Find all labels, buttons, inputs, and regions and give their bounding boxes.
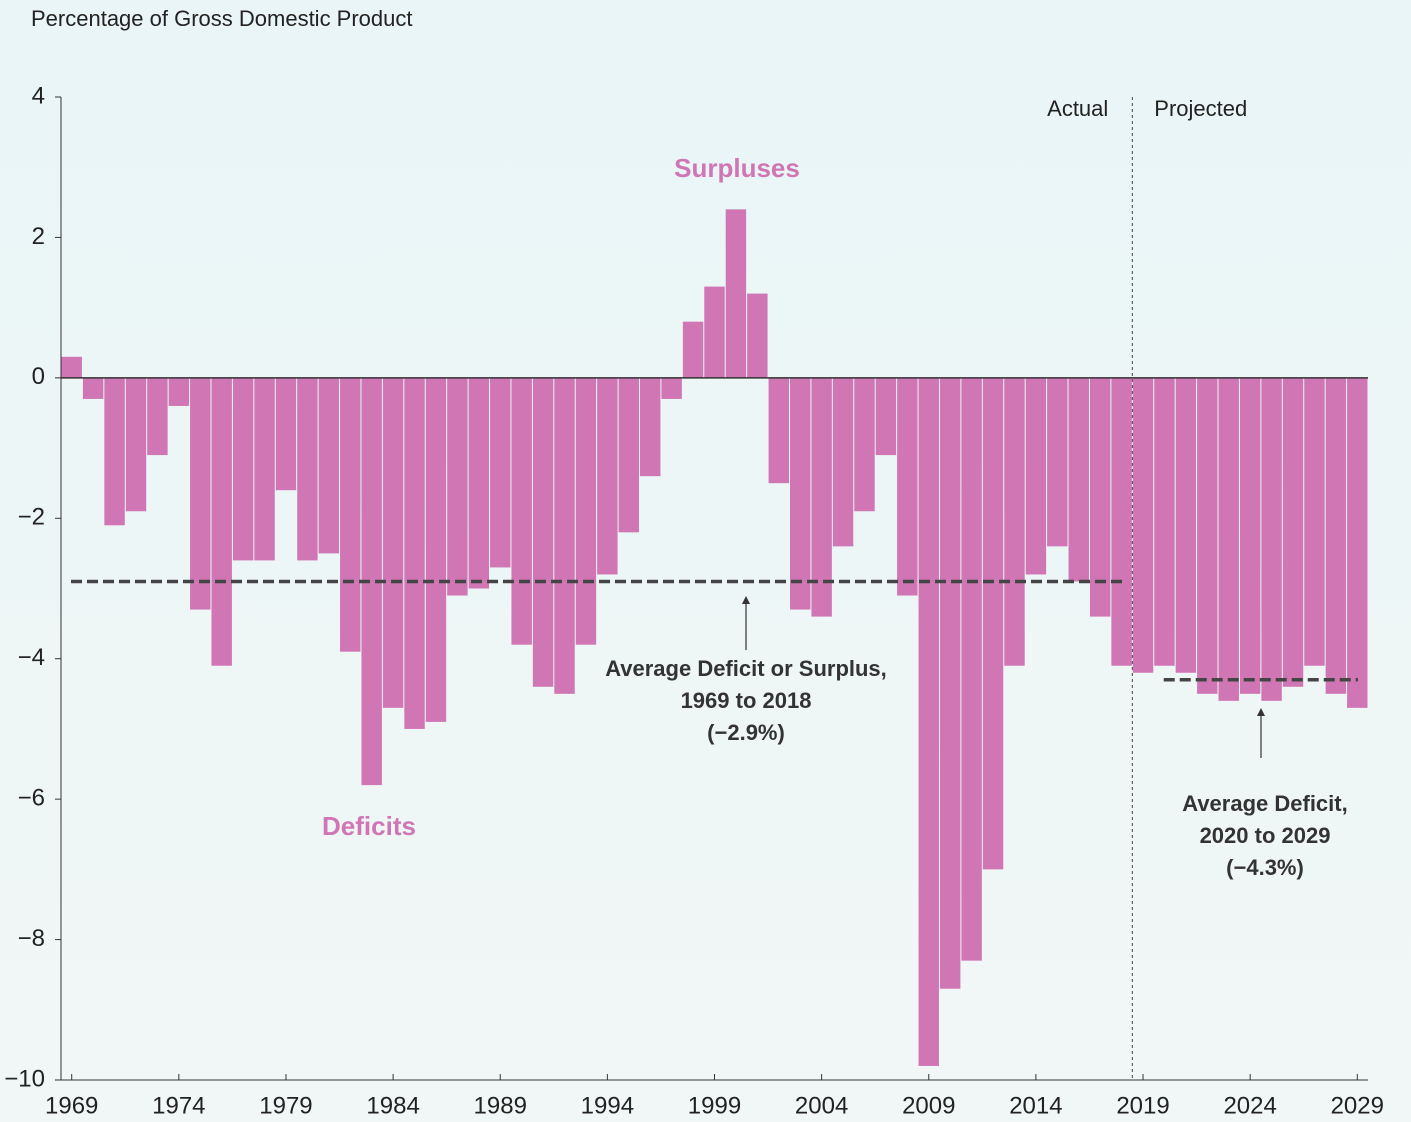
x-tick-label: 2014 <box>1009 1092 1062 1119</box>
average-label: Average Deficit or Surplus, <box>605 656 887 681</box>
arrow-head <box>1257 708 1265 716</box>
x-tick-label: 1989 <box>474 1092 527 1119</box>
bar <box>382 377 404 708</box>
y-tick-label: −6 <box>18 784 45 811</box>
x-tick-label: 2004 <box>795 1092 848 1119</box>
bar <box>1218 377 1239 701</box>
bar <box>232 377 254 561</box>
bar <box>1175 377 1197 673</box>
y-tick-label: 0 <box>32 363 45 390</box>
x-tick-label: 2019 <box>1116 1092 1169 1119</box>
bar <box>1089 377 1111 617</box>
x-tick-label: 1969 <box>45 1092 98 1119</box>
bar <box>575 377 597 645</box>
x-tick-label: 2009 <box>902 1092 955 1119</box>
bar <box>918 377 939 1066</box>
y-axis-label: Percentage of Gross Domestic Product <box>31 6 413 31</box>
bar <box>1304 377 1325 666</box>
bar <box>340 377 361 652</box>
y-tick-label: −4 <box>18 644 45 671</box>
x-tick-label: 1979 <box>259 1092 312 1119</box>
bar <box>1261 377 1282 701</box>
bar <box>661 377 682 399</box>
bar <box>275 377 297 491</box>
period-label: Projected <box>1154 96 1247 121</box>
bar <box>1004 377 1025 666</box>
bar <box>447 377 468 596</box>
bar <box>618 377 640 533</box>
y-tick-label: 4 <box>32 82 45 109</box>
bar <box>704 286 725 378</box>
bar <box>468 377 490 589</box>
bar <box>1197 377 1218 694</box>
bar <box>640 377 661 477</box>
bar <box>1132 377 1154 673</box>
y-tick-label: −8 <box>18 925 45 952</box>
bar <box>190 377 211 610</box>
bar <box>832 377 854 547</box>
bar <box>1025 377 1047 575</box>
bar <box>425 377 447 722</box>
bar <box>511 377 532 645</box>
bar <box>1047 377 1068 547</box>
bar <box>1325 377 1347 694</box>
x-tick-label: 1974 <box>152 1092 205 1119</box>
bar <box>725 209 747 378</box>
bar <box>875 377 897 456</box>
bar <box>1154 377 1175 666</box>
bar <box>211 377 232 666</box>
bar <box>147 377 168 456</box>
bar <box>361 377 382 786</box>
arrow-head <box>742 596 750 604</box>
bar <box>318 377 340 554</box>
bar <box>1068 377 1089 582</box>
y-tick-label: −2 <box>18 504 45 531</box>
bar <box>1239 377 1261 694</box>
bar <box>125 377 147 512</box>
x-tick-label: 2024 <box>1223 1092 1276 1119</box>
bar <box>789 377 811 610</box>
x-tick-label: 1984 <box>366 1092 419 1119</box>
bar <box>532 377 554 687</box>
period-label: Actual <box>1047 96 1108 121</box>
region-label: Deficits <box>322 811 416 841</box>
bar <box>1347 377 1368 708</box>
y-tick-label: −10 <box>4 1065 45 1092</box>
y-tick-label: 2 <box>32 223 45 250</box>
bar <box>404 377 425 729</box>
average-label: 2020 to 2029 <box>1200 823 1331 848</box>
bar <box>104 377 125 526</box>
average-label: 1969 to 2018 <box>681 688 812 713</box>
bar <box>554 377 575 694</box>
bar <box>768 377 789 484</box>
x-tick-label: 1999 <box>688 1092 741 1119</box>
bar <box>682 321 704 378</box>
bar <box>82 377 104 399</box>
bar <box>490 377 511 568</box>
bar <box>297 377 318 561</box>
bar <box>747 293 768 378</box>
average-label: Average Deficit, <box>1182 791 1347 816</box>
bar <box>61 356 82 378</box>
bar <box>811 377 832 617</box>
bar <box>597 377 618 575</box>
x-tick-label: 2029 <box>1331 1092 1384 1119</box>
bar <box>1282 377 1304 687</box>
bar <box>961 377 982 961</box>
bar <box>982 377 1004 870</box>
bar <box>168 377 190 406</box>
bar <box>897 377 918 596</box>
x-tick-label: 1994 <box>581 1092 634 1119</box>
average-label: (−4.3%) <box>1226 855 1304 880</box>
bar <box>854 377 875 512</box>
average-label: (−2.9%) <box>707 720 785 745</box>
bar <box>939 377 961 989</box>
bar <box>1111 377 1132 666</box>
bar <box>254 377 275 561</box>
region-label: Surpluses <box>674 153 800 183</box>
